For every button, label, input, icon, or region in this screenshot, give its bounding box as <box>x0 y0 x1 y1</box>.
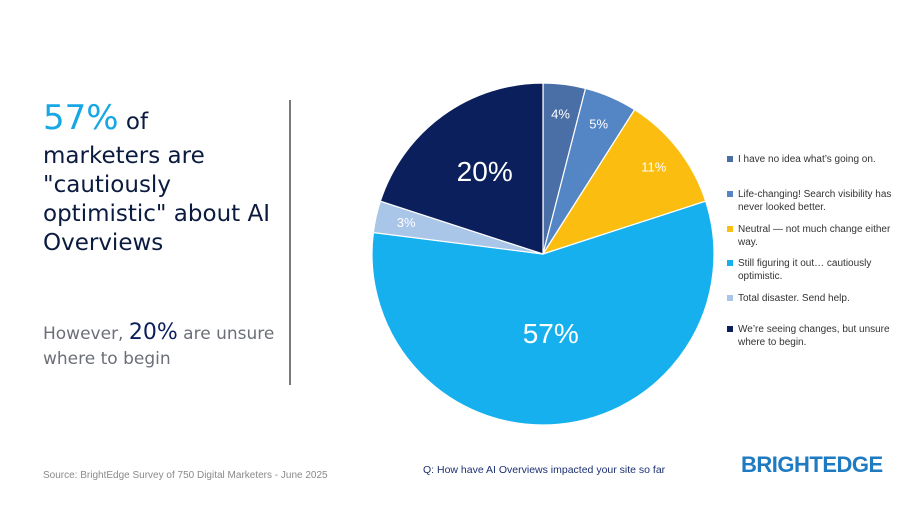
legend-swatch <box>727 156 733 162</box>
pie-data-label: 20% <box>457 156 513 187</box>
legend-swatch <box>727 260 733 266</box>
legend-label-line: optimistic. <box>738 271 783 282</box>
legend-label-line: never looked better. <box>738 202 826 213</box>
legend-label-line: where to begin. <box>738 337 807 348</box>
legend-label-line: way. <box>738 237 758 248</box>
source-note: Source: BrightEdge Survey of 750 Digital… <box>43 470 328 481</box>
legend-item: I have no idea what’s going on. <box>727 153 902 166</box>
vertical-divider <box>289 100 291 385</box>
headline: 57% of marketers are "cautiously optimis… <box>43 98 273 258</box>
legend-swatch <box>727 191 733 197</box>
legend-label-line: We’re seeing changes, but unsure <box>738 324 890 335</box>
legend-item: We’re seeing changes, but unsure where t… <box>727 323 902 349</box>
legend-item: Neutral — not much change either way. <box>727 223 902 249</box>
legend-swatch <box>727 226 733 232</box>
legend-swatch <box>727 326 733 332</box>
pie-data-label: 3% <box>397 215 416 230</box>
legend-label-line: Life-changing! Search visibility has <box>738 189 892 200</box>
brightedge-logo: BRIGHTEDGE <box>741 452 883 477</box>
headline-percent: 57% <box>43 98 119 138</box>
pie-data-label: 5% <box>589 117 608 132</box>
legend-swatch <box>727 295 733 301</box>
headline-text: marketers are "cautiously optimistic" ab… <box>43 143 270 256</box>
legend-label-line: Neutral — not much change either <box>738 224 891 235</box>
pie-chart: 4% 5% 11% 57% 3% 20% <box>371 82 715 426</box>
subtext-percent: 20% <box>128 320 178 345</box>
headline-of: of <box>118 109 149 135</box>
subtext-after: are unsure where to begin <box>43 324 275 369</box>
subtext: However, 20% are unsure where to begin <box>43 320 283 372</box>
survey-question: Q: How have AI Overviews impacted your s… <box>423 464 666 476</box>
pie-data-label: 11% <box>641 159 666 174</box>
pie-slice <box>371 200 715 426</box>
legend-item: Still figuring it out… cautiously optimi… <box>727 257 902 283</box>
legend-item: Life-changing! Search visibility has nev… <box>727 188 902 214</box>
legend-label-line: Still figuring it out… cautiously <box>738 258 872 269</box>
pie-data-label: 4% <box>551 106 570 121</box>
legend-label-line: Total disaster. Send help. <box>738 293 850 304</box>
legend-label-line: I have no idea what’s going on. <box>738 154 876 165</box>
pie-slice <box>379 82 544 255</box>
legend-item: Total disaster. Send help. <box>727 292 902 305</box>
subtext-before: However, <box>43 324 129 344</box>
pie-data-label: 57% <box>523 318 579 349</box>
pie-slice <box>541 108 707 256</box>
